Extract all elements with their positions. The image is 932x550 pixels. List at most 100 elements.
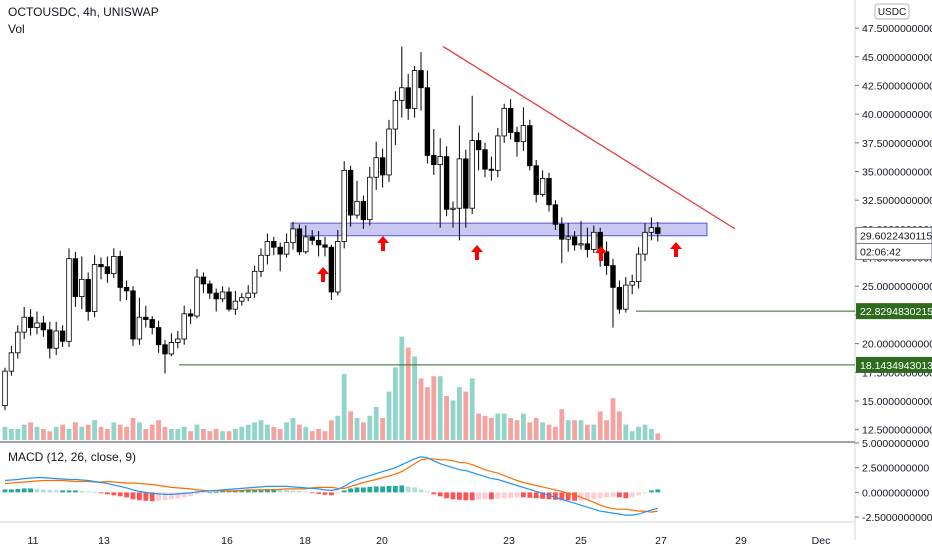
- candle-body: [117, 256, 123, 288]
- volume-bar: [53, 426, 59, 440]
- macd-hist-bar: [117, 492, 123, 497]
- volume-bar: [34, 426, 40, 440]
- volume-bar: [156, 420, 161, 440]
- macd-hist-bar: [393, 485, 398, 493]
- volume-bar: [303, 426, 309, 440]
- bounce-arrow: [595, 246, 607, 261]
- candle-body: [239, 297, 245, 302]
- volume-bar: [341, 374, 347, 440]
- macd-hist-bar: [367, 486, 373, 493]
- candle-body: [546, 177, 552, 206]
- volume-bar: [444, 396, 449, 440]
- macd-hist-bar: [642, 492, 648, 494]
- volume-bar: [271, 426, 277, 440]
- candle-body: [47, 329, 53, 349]
- volume-bar: [521, 413, 526, 440]
- volume-bar: [348, 411, 353, 440]
- candle-body: [571, 236, 578, 246]
- price-tick-label: 12.5000000000: [862, 425, 932, 437]
- macd-hist-bar: [521, 492, 526, 498]
- volume-bar: [367, 415, 373, 440]
- price-tick-label: 47.5000000000: [862, 23, 932, 35]
- candle-body: [443, 156, 450, 210]
- volume-bar: [233, 429, 238, 440]
- bounce-arrow: [377, 236, 389, 251]
- support-1-badge-text: 22.8294830215: [860, 306, 932, 318]
- candle-body: [379, 157, 386, 176]
- macd-hist-bar: [361, 487, 366, 493]
- macd-hist-bar: [329, 492, 334, 496]
- macd-hist-bar: [41, 489, 46, 493]
- volume-bar: [15, 429, 21, 440]
- candle-body: [341, 169, 347, 242]
- volume-bar: [169, 429, 174, 440]
- macd-hist-bar: [226, 490, 232, 493]
- candle-body: [40, 322, 47, 331]
- candle-body: [226, 291, 232, 310]
- macd-hist-bar: [425, 491, 430, 493]
- volume-bar: [393, 367, 398, 440]
- volume-bar: [290, 418, 296, 440]
- volume-bar: [220, 431, 225, 440]
- volume-bar: [277, 429, 283, 440]
- candle-body: [514, 132, 520, 143]
- macd-hist-bar: [60, 490, 65, 493]
- volume-bar: [85, 424, 91, 440]
- candle-body: [21, 316, 27, 333]
- time-tick-label: 25: [575, 535, 587, 547]
- candle-body: [488, 168, 495, 171]
- volume-bar: [162, 426, 168, 440]
- macd-tick-label: 0.0000000000: [862, 487, 929, 499]
- candle-body: [335, 241, 341, 293]
- candle-body: [85, 278, 91, 312]
- macd-hist-bar: [53, 490, 59, 493]
- macd-hist-bar: [34, 488, 40, 493]
- candle-body: [130, 290, 136, 340]
- candle-body: [322, 244, 328, 248]
- macd-hist-bar: [476, 492, 481, 500]
- macd-hist-bar: [386, 485, 392, 493]
- candle-body: [648, 227, 655, 233]
- macd-hist-bar: [28, 488, 33, 493]
- volume-bar: [66, 429, 72, 440]
- candle-body: [469, 140, 475, 209]
- macd-hist-bar: [617, 492, 622, 498]
- bounce-arrow: [317, 267, 329, 282]
- candle-body: [533, 165, 539, 195]
- volume-bar: [297, 424, 302, 440]
- volume-bar: [213, 429, 219, 440]
- candle-body: [251, 270, 258, 294]
- currency-badge: [874, 3, 910, 20]
- volume-bar: [418, 378, 424, 440]
- candle-body: [475, 140, 482, 151]
- time-tick-label: 13: [98, 535, 110, 547]
- volume-bar: [546, 424, 552, 440]
- volume-bar: [623, 424, 629, 440]
- candle-body: [552, 204, 559, 225]
- volume-bar: [175, 429, 181, 440]
- volume-bar: [425, 387, 430, 440]
- volume-bar: [117, 424, 123, 440]
- macd-hist-bar: [316, 492, 321, 494]
- volume-label: Vol: [8, 22, 25, 36]
- volume-bar: [533, 418, 539, 440]
- chart-title: OCTOUSDC, 4h, UNISWAP: [8, 5, 159, 19]
- time-tick-label: 11: [28, 535, 39, 547]
- candle-body: [175, 338, 181, 343]
- price-tick-label: 45.0000000000: [862, 52, 932, 64]
- candle-body: [482, 149, 488, 170]
- candle-body: [123, 286, 130, 292]
- candle-body: [34, 322, 40, 328]
- volume-bar: [437, 376, 443, 440]
- volume-bar: [98, 426, 104, 440]
- candle-body: [405, 87, 411, 109]
- macd-hist-bar: [565, 492, 571, 501]
- volume-bar: [41, 429, 46, 440]
- time-tick-label: Dec: [812, 535, 831, 547]
- candle-body: [635, 253, 642, 283]
- macd-hist-bar: [47, 489, 53, 493]
- volume-bar: [239, 426, 245, 440]
- volume-bar: [143, 429, 149, 440]
- macd-hist-bar: [463, 492, 469, 501]
